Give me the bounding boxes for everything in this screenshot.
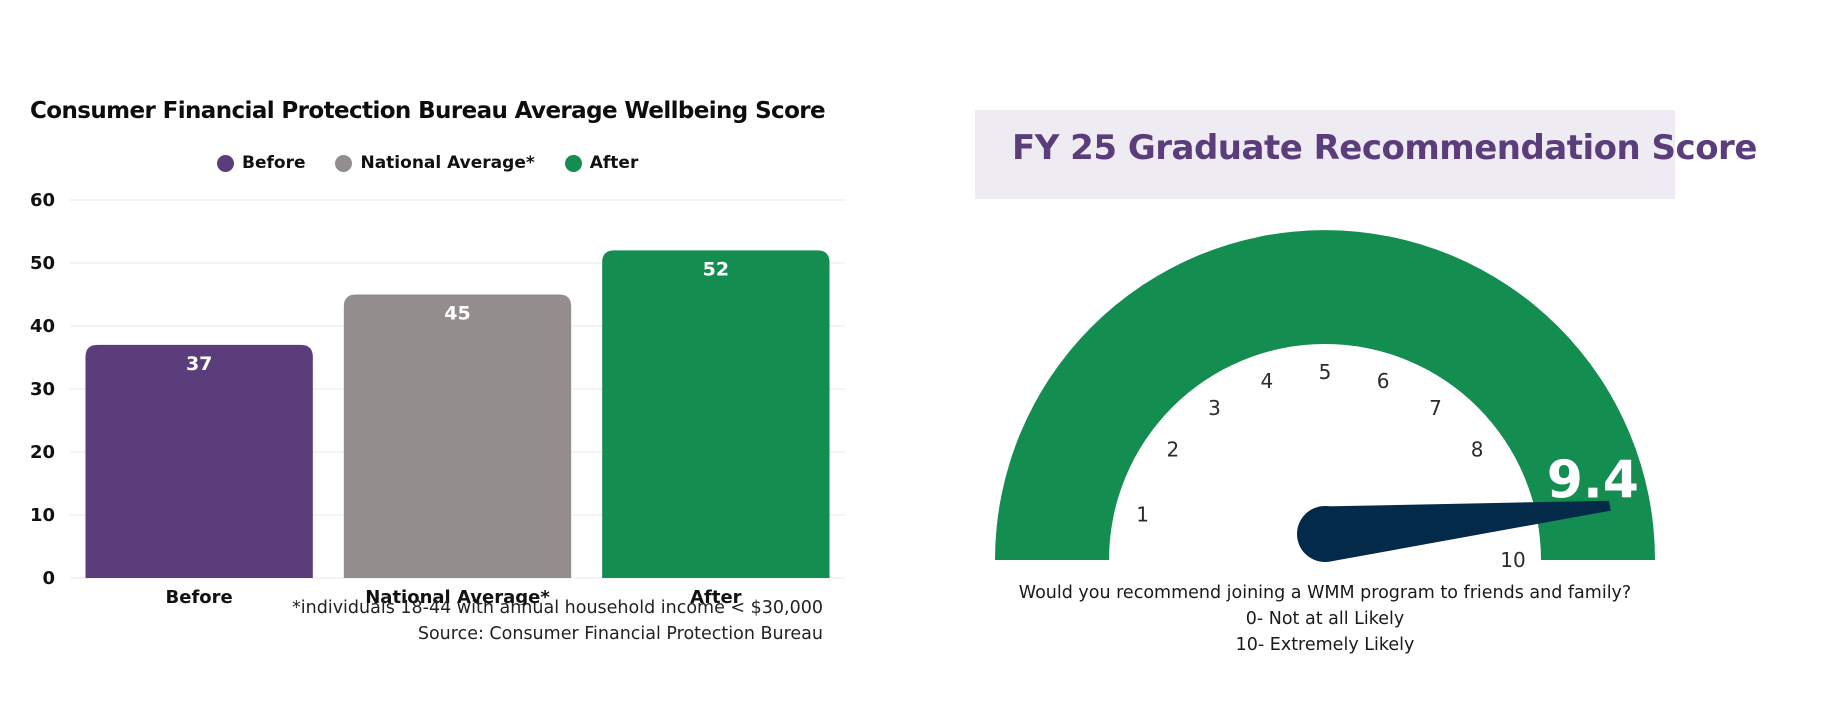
legend-item-before: Before: [217, 153, 305, 173]
y-tick-label: 0: [42, 568, 55, 589]
gauge-scale-label: 1: [1136, 503, 1149, 527]
bar-data-label: 37: [186, 353, 212, 375]
legend-label-before: Before: [242, 153, 306, 173]
gauge-scale-label: 2: [1167, 437, 1180, 461]
bar-chart-source: Source: Consumer Financial Protection Bu…: [417, 624, 823, 644]
gauge-scale-min-note: 0- Not at all Likely: [1245, 609, 1405, 629]
y-tick-label: 50: [30, 253, 55, 274]
gauge-needle-hub: [1297, 506, 1353, 562]
gauge-scale-label: 4: [1261, 369, 1274, 393]
gauge-question: Would you recommend joining a WMM progra…: [1018, 583, 1632, 603]
bar-chart-legend: Before National Average* After: [217, 153, 638, 173]
bar-chart-title: Consumer Financial Protection Bureau Ave…: [30, 98, 826, 124]
gauge-scale-label: 6: [1377, 369, 1390, 393]
bar-chart-plot: 0 10 20 30 40 50 60 37 Before 45 National Average*…: [30, 190, 845, 605]
gauge-scale-label: 5: [1319, 360, 1332, 384]
y-tick-label: 20: [30, 442, 55, 463]
y-tick-label: 10: [30, 505, 55, 526]
gauge-scale-label: 8: [1471, 437, 1484, 461]
bar: [85, 344, 313, 578]
gauge-arc: [995, 230, 1655, 560]
wellbeing-bar-chart: Consumer Financial Protection Bureau Ave…: [0, 0, 850, 717]
gauge-value-label: 9.4: [1547, 451, 1639, 511]
bar-chart-footnote: *individuals 18-44 with annual household…: [292, 598, 823, 618]
legend-dot-after: [564, 154, 582, 172]
gauge-scale-max-note: 10- Extremely Likely: [1235, 635, 1415, 655]
legend-dot-national-average: [335, 154, 353, 172]
gauge-title-box: FY 25 Graduate Recommendation Score: [975, 110, 1757, 199]
gauge-scale-label: 10: [1500, 548, 1525, 572]
gauge-scale-label: 3: [1208, 396, 1221, 420]
bar: [343, 294, 572, 578]
x-category-label: After: [690, 587, 742, 605]
gauge-needle: [1319, 500, 1611, 562]
legend-dot-before: [217, 154, 234, 172]
legend-label-national-average: National Average*: [360, 153, 535, 173]
x-category-label: National Average*: [365, 587, 550, 605]
y-tick-label: 60: [30, 190, 55, 211]
legend-label-after: After: [589, 153, 639, 173]
legend-item-national-average: National Average*: [335, 153, 535, 173]
gauge-dial: 1 2 3 4 5 6 7 8 10 9.4: [995, 230, 1655, 572]
legend-item-after: After: [564, 153, 639, 173]
bar-data-label: 52: [703, 258, 729, 280]
gauge-title: FY 25 Graduate Recommendation Score: [1012, 128, 1757, 168]
y-tick-label: 40: [30, 316, 55, 337]
x-category-label: Before: [166, 587, 233, 605]
bar: [602, 250, 830, 578]
bar-data-label: 45: [444, 303, 470, 325]
gauge-scale-label: 7: [1429, 396, 1442, 420]
recommendation-gauge: FY 25 Graduate Recommendation Score 1 2 3 4…: [960, 0, 1843, 717]
y-tick-label: 30: [30, 379, 55, 400]
